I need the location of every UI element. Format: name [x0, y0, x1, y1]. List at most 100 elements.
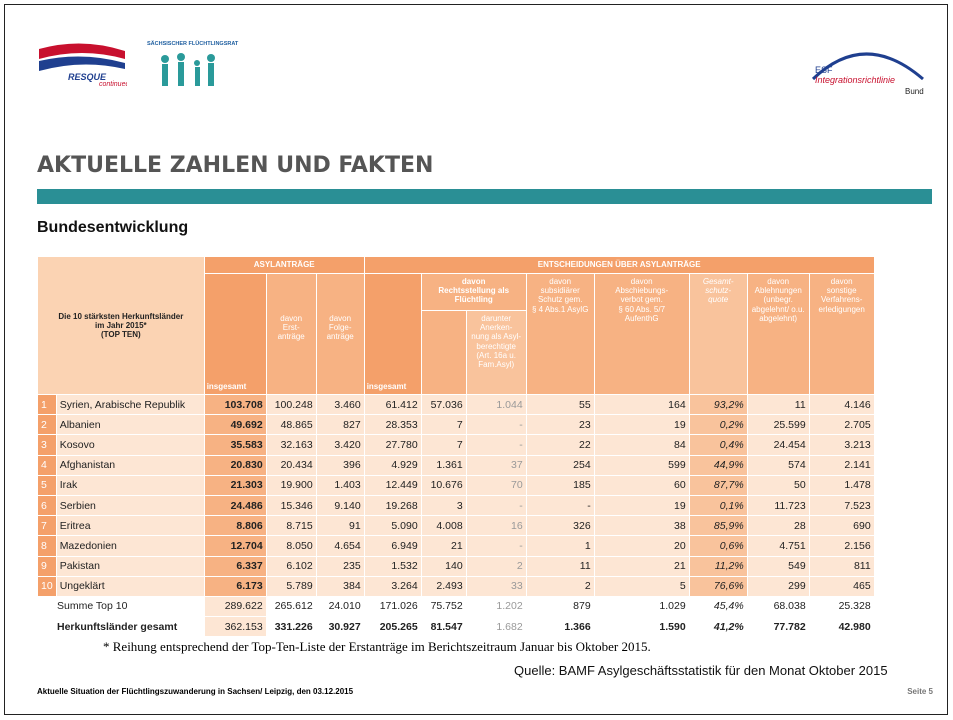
table-cell: -	[465, 535, 527, 557]
table-cell: 84	[593, 434, 690, 456]
table-cell: 0,6%	[688, 535, 748, 557]
table-cell: 30.927	[315, 616, 365, 638]
table-cell: 8.050	[265, 535, 317, 557]
table-cell: 1.202	[465, 595, 527, 618]
table-cell: 75.752	[420, 595, 467, 618]
table-cell: 1.403	[315, 474, 365, 496]
table-cell: -	[465, 414, 527, 436]
table-cell: 38	[593, 515, 690, 537]
table-cell: 4.654	[315, 535, 365, 557]
table-cell: 3.264	[363, 575, 422, 597]
country: Irak	[55, 474, 205, 496]
table-cell: 6.102	[265, 555, 317, 577]
column-header: davon subsidiärer Schutz gem. § 4 Abs.1 …	[525, 273, 595, 395]
table-cell: 93,2%	[688, 393, 748, 416]
table-cell: 55	[525, 393, 595, 416]
table-cell: -	[465, 494, 527, 517]
rank: 9	[37, 555, 57, 577]
table-cell: 2.156	[808, 535, 875, 557]
table-cell: 60	[593, 474, 690, 496]
table-cell: 5	[593, 575, 690, 597]
country: Herkunftsländer gesamt	[37, 616, 205, 638]
table-cell: 19	[593, 414, 690, 436]
country: Afghanistan	[55, 454, 205, 476]
table-cell: 25.328	[808, 595, 875, 618]
table-cell: 35.583	[203, 434, 267, 456]
column-header: davon Ablehnungen (unbegr. abgelehnt/ o.…	[746, 273, 810, 395]
table-cell: 289.622	[203, 595, 267, 618]
column-header: davon Erst- anträge	[265, 273, 317, 395]
table-cell: 3.420	[315, 434, 365, 456]
column-header: davon Rechtsstellung als Flüchtling	[420, 273, 527, 311]
table-row: 6 Serbien 24.486 15.346 9.140 19.268 3- -19 0,1%…	[37, 494, 875, 517]
country: Kosovo	[55, 434, 205, 456]
table-cell: 19.900	[265, 474, 317, 496]
table-cell: 61.412	[363, 393, 422, 416]
table-cell: 1.532	[363, 555, 422, 577]
table-cell: 2	[525, 575, 595, 597]
table-cell: 1.366	[525, 616, 595, 638]
table-cell: 690	[808, 515, 875, 537]
table-cell: 384	[315, 575, 365, 597]
table-cell: -	[525, 494, 595, 517]
table-cell: 6.949	[363, 535, 422, 557]
table-row: 9 Pakistan 6.337 6.102 235 1.532 140 2 11 21 11,2%…	[37, 555, 875, 577]
table-cell: 11	[746, 393, 810, 416]
source: Quelle: BAMF Asylgeschäftsstatistik für …	[514, 663, 888, 678]
table-cell: 50	[746, 474, 810, 496]
logo-text: ESF	[815, 65, 833, 75]
table-cell: 10.676	[420, 474, 467, 496]
table-row: 10 Ungeklärt 6.173 5.789 384 3.264 2.493 33 2 5 76…	[37, 575, 875, 597]
table-cell: 2	[465, 555, 527, 577]
table-cell: 185	[525, 474, 595, 496]
table-cell: 254	[525, 454, 595, 476]
country: Summe Top 10	[37, 595, 205, 618]
table-row: 2 Albanien 49.692 48.865 827 28.353 7-23 19 0,2%…	[37, 414, 875, 436]
table-cell: 21	[593, 555, 690, 577]
table-cell: 1.590	[593, 616, 690, 638]
label-header: Die 10 stärksten Herkunftsländer im Jahr…	[37, 256, 205, 395]
table-cell: 16	[465, 515, 527, 537]
title: AKTUELLE ZAHLEN UND FAKTEN	[37, 153, 434, 178]
table-cell: 5.090	[363, 515, 422, 537]
table-cell: 205.265	[363, 616, 422, 638]
table-cell: 6.173	[203, 575, 267, 597]
table-cell: 299	[746, 575, 810, 597]
table-cell: 3.213	[808, 434, 875, 456]
table-cell: 68.038	[746, 595, 810, 618]
table-cell: 6.337	[203, 555, 267, 577]
table-cell: 48.865	[265, 414, 317, 436]
country: Eritrea	[55, 515, 205, 537]
table-cell: 9.140	[315, 494, 365, 517]
table-cell: 21.303	[203, 474, 267, 496]
table-cell: 15.346	[265, 494, 317, 517]
table-cell: 326	[525, 515, 595, 537]
table-row: Summe Top 10 289.622 265.612 24.010 171.026 7…	[37, 595, 875, 618]
table-cell: 28	[746, 515, 810, 537]
table-cell: 85,9%	[688, 515, 748, 537]
table-cell: 599	[593, 454, 690, 476]
table-cell: 0,2%	[688, 414, 748, 436]
table-cell: 87,7%	[688, 474, 748, 496]
table-cell: 7.523	[808, 494, 875, 517]
table-cell: 235	[315, 555, 365, 577]
footer-text: Aktuelle Situation der Flüchtlingszuwand…	[37, 687, 354, 696]
table-cell: 2.493	[420, 575, 467, 597]
table-cell: 27.780	[363, 434, 422, 456]
table-cell: 57.036	[420, 393, 467, 416]
table-cell: 171.026	[363, 595, 422, 618]
rank: 1	[37, 393, 57, 416]
table-cell: 265.612	[265, 595, 317, 618]
column-header: insgesamt	[203, 273, 267, 395]
logo-text: continued	[99, 81, 127, 87]
table-cell: 0,4%	[688, 434, 748, 456]
table-cell: 4.929	[363, 454, 422, 476]
table-cell: 44,9%	[688, 454, 748, 476]
title-bar	[37, 189, 932, 204]
table-cell: 11,2%	[688, 555, 748, 577]
table-cell: 362.153	[203, 616, 267, 638]
table-cell: 42.980	[808, 616, 875, 638]
table-cell: 164	[593, 393, 690, 416]
table-cell: 549	[746, 555, 810, 577]
group-header: ENTSCHEIDUNGEN ÜBER ASYLANTRÄGE	[363, 256, 875, 274]
